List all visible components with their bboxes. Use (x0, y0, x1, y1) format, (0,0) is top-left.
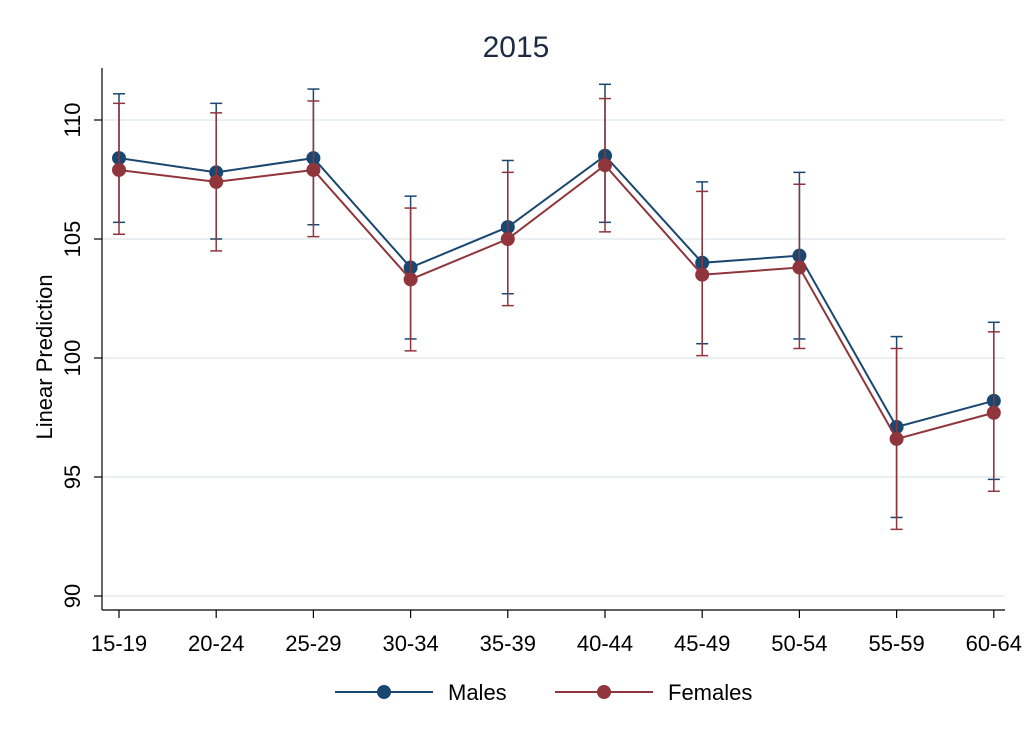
x-tick-label: 20-24 (188, 631, 244, 656)
x-tick-label: 40-44 (577, 631, 633, 656)
data-point (403, 272, 418, 287)
data-point (306, 162, 321, 177)
data-point (695, 267, 710, 282)
data-point (792, 260, 807, 275)
data-point (889, 431, 904, 446)
series (112, 83, 1001, 531)
y-tick-label: 110 (60, 102, 85, 137)
x-tick-label: 45-49 (674, 631, 730, 656)
data-point (112, 162, 126, 177)
data-point (500, 232, 515, 246)
series-females (112, 97, 1001, 531)
series-males (112, 83, 1001, 519)
x-tick-label: 50-54 (771, 631, 827, 656)
data-point (209, 174, 224, 189)
axes: 90 95 100 105 110 15-19 20-24 25-29 30-34 35-39 40… (60, 68, 1022, 656)
legend-marker (377, 685, 391, 699)
legend-label: Females (668, 680, 752, 705)
y-tick-label: 100 (60, 340, 85, 377)
x-tick-label: 25-29 (285, 631, 341, 656)
y-axis-title: Linear Prediction (32, 274, 57, 439)
x-tick-label: 35-39 (480, 631, 536, 656)
data-point (986, 405, 1001, 420)
data-point (598, 158, 612, 173)
y-tick-label: 95 (60, 465, 85, 489)
chart-title: 2015 (483, 31, 550, 64)
y-tick-label: 90 (60, 584, 85, 608)
x-tick-label: 55-59 (868, 631, 924, 656)
legend: Males Females (335, 680, 752, 705)
series-line (118, 163, 995, 441)
legend-item-females: Females (555, 680, 752, 705)
gridlines (102, 119, 1005, 597)
x-tick-label: 60-64 (966, 631, 1022, 656)
series-line (118, 154, 995, 429)
x-tick-label: 30-34 (382, 631, 438, 656)
legend-marker (597, 685, 611, 699)
x-tick-label: 15-19 (91, 631, 147, 656)
y-tick-label: 105 (60, 221, 85, 258)
legend-label: Males (448, 680, 507, 705)
legend-item-males: Males (335, 680, 507, 705)
